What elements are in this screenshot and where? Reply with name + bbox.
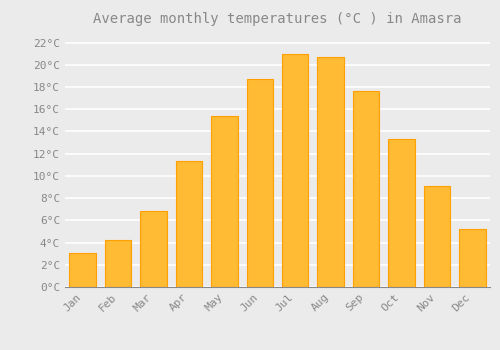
Bar — [246, 79, 273, 287]
Bar — [211, 116, 238, 287]
Bar — [105, 240, 132, 287]
Bar — [424, 186, 450, 287]
Bar — [140, 211, 167, 287]
Bar — [282, 54, 308, 287]
Title: Average monthly temperatures (°C ) in Amasra: Average monthly temperatures (°C ) in Am… — [93, 12, 462, 26]
Bar — [353, 91, 380, 287]
Bar — [318, 57, 344, 287]
Bar — [388, 139, 414, 287]
Bar — [70, 253, 96, 287]
Bar — [459, 229, 485, 287]
Bar — [176, 161, 202, 287]
